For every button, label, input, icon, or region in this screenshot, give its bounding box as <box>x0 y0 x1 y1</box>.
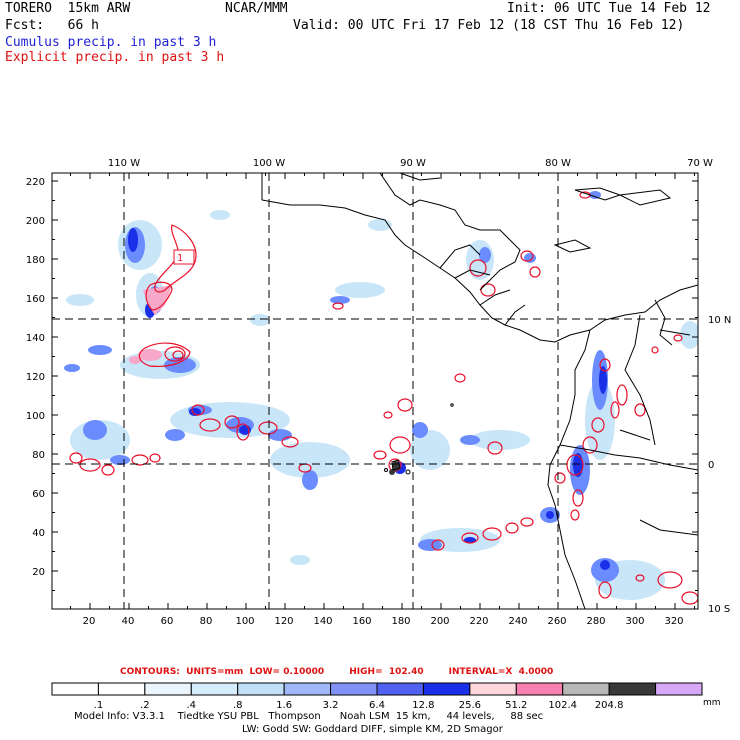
y-tick-label: 160 <box>26 294 45 305</box>
init-time: Init: 06 UTC Tue 14 Feb 12 <box>507 1 711 16</box>
y-tick-label: 20 <box>32 567 45 578</box>
x-tick-label: 240 <box>508 616 527 627</box>
x-tick-label: 300 <box>625 616 644 627</box>
scale-label: 204.8 <box>595 700 624 711</box>
scale-label: 12.8 <box>412 700 434 711</box>
scale-swatch <box>515 682 564 696</box>
scale-units: mm <box>703 698 721 708</box>
axis-ticks <box>52 173 698 609</box>
scale-label: .1 <box>94 700 104 711</box>
cumulus-dark <box>128 228 610 570</box>
scale-swatch <box>237 682 285 696</box>
lat-label: 10 S <box>708 604 730 615</box>
x-tick-label: 100 <box>235 616 254 627</box>
y-tick-label: 80 <box>32 450 45 461</box>
plot-frame <box>51 172 699 610</box>
scale-label: 102.4 <box>548 700 577 711</box>
longitude-labels: 110 W 100 W 90 W 80 W 70 W <box>108 158 713 169</box>
x-tick-label: 20 <box>83 616 96 627</box>
x-tick-label: 40 <box>122 616 135 627</box>
x-tick-label: 260 <box>547 616 566 627</box>
y-tick-label: 180 <box>26 255 45 266</box>
y-tick-label: 120 <box>26 372 45 383</box>
lon-label: 110 W <box>108 158 140 169</box>
scale-label: 3.2 <box>323 700 339 711</box>
contour-info: CONTOURS: UNITS=mm LOW= 0.10000 HIGH= 10… <box>120 667 554 677</box>
scale-swatch <box>376 682 424 696</box>
y-tick-label: 100 <box>26 411 45 422</box>
lon-label: 70 W <box>687 158 713 169</box>
scale-label: 6.4 <box>369 700 385 711</box>
organization: NCAR/MMM <box>225 1 288 16</box>
latitude-labels: 10 N 0 10 S <box>708 315 731 615</box>
scale-swatch <box>144 682 192 696</box>
y-tick-label: 60 <box>32 489 45 500</box>
lon-label: 100 W <box>253 158 285 169</box>
y-tick-label: 220 <box>26 177 45 188</box>
scale-label: .2 <box>140 700 150 711</box>
graticule <box>52 173 698 609</box>
lat-label: 0 <box>708 460 714 471</box>
lon-label: 80 W <box>545 158 571 169</box>
contour-label: 1 <box>177 253 183 264</box>
explicit-contours <box>69 191 698 605</box>
scale-swatch <box>422 682 471 696</box>
y-tick-label: 140 <box>26 333 45 344</box>
precip-fields <box>64 173 698 609</box>
scale-swatch <box>283 682 332 696</box>
scale-swatch <box>608 682 657 696</box>
scale-label: 25.6 <box>459 700 481 711</box>
x-tick-label: 180 <box>391 616 410 627</box>
scale-label: .8 <box>233 700 243 711</box>
x-tick-label: 200 <box>430 616 449 627</box>
scale-swatch <box>51 682 99 696</box>
cumulus-legend: Cumulus precip. in past 3 h <box>5 35 217 50</box>
explicit-legend: Explicit precip. in past 3 h <box>5 50 225 65</box>
y-tick-labels: 220 200 180 160 140 120 100 80 60 40 20 <box>26 177 45 578</box>
x-tick-label: 120 <box>274 616 293 627</box>
scale-swatch <box>190 682 239 696</box>
scale-swatch <box>97 682 146 696</box>
coastlines <box>261 173 698 609</box>
x-tick-label: 280 <box>586 616 605 627</box>
contour-label-box: 1 <box>173 249 195 265</box>
lat-label: 10 N <box>708 315 731 326</box>
scale-swatch <box>562 682 610 696</box>
color-scale-bar <box>51 682 703 696</box>
scale-label: 51.2 <box>505 700 527 711</box>
y-tick-label: 200 <box>26 216 45 227</box>
scale-swatch <box>655 682 703 696</box>
x-tick-label: 80 <box>200 616 213 627</box>
lon-label: 90 W <box>400 158 426 169</box>
scale-label: .4 <box>187 700 197 711</box>
scale-swatch <box>469 682 517 696</box>
model-info-line1: Model Info: V3.3.1 Tiedtke YSU PBL Thomp… <box>74 711 544 722</box>
model-info-line2: LW: Godd SW: Goddard DIFF, simple KM, 2D… <box>242 724 503 735</box>
x-tick-label: 140 <box>313 616 332 627</box>
x-tick-labels: 20 40 60 80 100 120 140 160 180 200 220 … <box>83 616 684 627</box>
scale-label: 1.6 <box>276 700 292 711</box>
color-scale-labels: .1 .2 .4 .8 1.6 3.2 6.4 12.8 25.6 51.2 1… <box>94 700 624 711</box>
x-tick-label: 160 <box>352 616 371 627</box>
valid-time: Valid: 00 UTC Fri 17 Feb 12 (18 CST Thu … <box>293 18 685 33</box>
y-tick-label: 40 <box>32 528 45 539</box>
model-name: TORERO 15km ARW <box>5 1 131 16</box>
x-tick-label: 320 <box>664 616 683 627</box>
x-tick-label: 60 <box>161 616 174 627</box>
forecast-hour: Fcst: 66 h <box>5 18 99 33</box>
cumulus-light <box>66 210 698 600</box>
x-tick-label: 220 <box>469 616 488 627</box>
scale-swatch <box>330 682 378 696</box>
